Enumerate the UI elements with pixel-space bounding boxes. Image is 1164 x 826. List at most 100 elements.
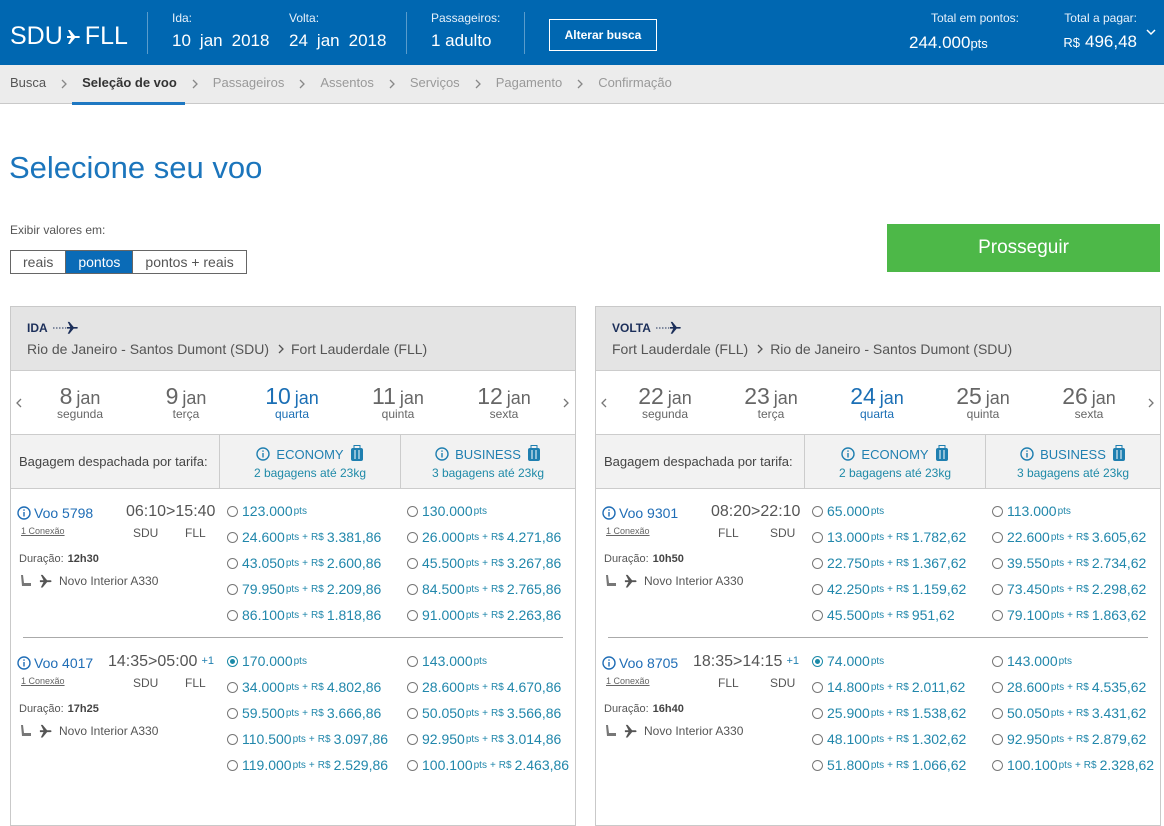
radio[interactable] — [407, 681, 418, 693]
radio[interactable] — [992, 655, 1003, 667]
fare-option[interactable]: 22.750 pts + R$ 1.367,62 — [812, 555, 966, 571]
radio[interactable] — [992, 505, 1003, 517]
radio[interactable] — [812, 505, 823, 517]
breadcrumb-step[interactable]: Busca — [10, 74, 47, 90]
radio[interactable] — [407, 759, 418, 771]
radio[interactable] — [992, 707, 1003, 719]
connections[interactable]: 1 Conexão — [606, 526, 650, 536]
fare-option[interactable]: 42.250 pts + R$ 1.159,62 — [812, 581, 966, 597]
fare-option[interactable]: 39.550 pts + R$ 2.734,62 — [992, 555, 1146, 571]
date-option[interactable]: 23 jan terça — [718, 383, 824, 421]
radio[interactable] — [812, 583, 823, 595]
fare-option[interactable]: 50.050 pts + R$ 3.566,86 — [407, 705, 561, 721]
fare-option[interactable]: 48.100 pts + R$ 1.302,62 — [812, 731, 966, 747]
radio[interactable] — [992, 759, 1003, 771]
fare-option[interactable]: 45.500 pts + R$ 3.267,86 — [407, 555, 561, 571]
date-option[interactable]: 10 jan quarta — [239, 383, 345, 421]
radio[interactable] — [407, 583, 418, 595]
radio[interactable] — [227, 707, 238, 719]
fare-option[interactable]: 143.000 pts — [992, 653, 1074, 669]
date-option[interactable]: 26 jan sexta — [1036, 383, 1142, 421]
fare-option[interactable]: 130.000 pts — [407, 503, 489, 519]
flight-number[interactable]: Voo 5798 — [17, 505, 93, 521]
fare-option[interactable]: 170.000 pts — [227, 653, 309, 669]
radio[interactable] — [992, 609, 1003, 621]
radio[interactable] — [992, 583, 1003, 595]
fare-option[interactable]: 92.950 pts + R$ 2.879,62 — [992, 731, 1146, 747]
radio[interactable] — [227, 681, 238, 693]
fare-option[interactable]: 22.600 pts + R$ 3.605,62 — [992, 529, 1146, 545]
radio[interactable] — [407, 609, 418, 621]
radio[interactable] — [227, 759, 238, 771]
connections[interactable]: 1 Conexão — [606, 676, 650, 686]
radio[interactable] — [407, 655, 418, 667]
fare-option[interactable]: 28.600 pts + R$ 4.670,86 — [407, 679, 561, 695]
radio[interactable] — [227, 531, 238, 543]
fare-option[interactable]: 26.000 pts + R$ 4.271,86 — [407, 529, 561, 545]
radio[interactable] — [227, 557, 238, 569]
fare-option[interactable]: 65.000 pts — [812, 503, 886, 519]
fare-option[interactable]: 28.600 pts + R$ 4.535,62 — [992, 679, 1146, 695]
fare-option[interactable]: 13.000 pts + R$ 1.782,62 — [812, 529, 966, 545]
change-search-button[interactable]: Alterar busca — [549, 19, 657, 51]
display-option[interactable]: pontos + reais — [132, 251, 245, 273]
date-option[interactable]: 8 jan segunda — [27, 383, 133, 421]
fare-option[interactable]: 113.000 pts — [992, 503, 1073, 519]
radio[interactable] — [812, 707, 823, 719]
flight-number[interactable]: Voo 8705 — [602, 655, 678, 671]
fare-option[interactable]: 110.500 pts + R$ 3.097,86 — [227, 731, 388, 747]
radio[interactable] — [812, 609, 823, 621]
flight-number[interactable]: Voo 4017 — [17, 655, 93, 671]
proceed-button[interactable]: Prosseguir — [887, 224, 1160, 272]
connections[interactable]: 1 Conexão — [21, 676, 65, 686]
fare-option[interactable]: 43.050 pts + R$ 2.600,86 — [227, 555, 381, 571]
fare-option[interactable]: 74.000 pts — [812, 653, 886, 669]
fare-option[interactable]: 100.100 pts + R$ 2.463,86 — [407, 757, 569, 773]
radio[interactable] — [227, 505, 238, 517]
radio[interactable] — [812, 733, 823, 745]
radio[interactable] — [812, 681, 823, 693]
flight-number[interactable]: Voo 9301 — [602, 505, 678, 521]
date-option[interactable]: 25 jan quinta — [930, 383, 1036, 421]
fare-option[interactable]: 123.000 pts — [227, 503, 309, 519]
fare-option[interactable]: 91.000 pts + R$ 2.263,86 — [407, 607, 561, 623]
fare-option[interactable]: 59.500 pts + R$ 3.666,86 — [227, 705, 381, 721]
fare-option[interactable]: 79.100 pts + R$ 1.863,62 — [992, 607, 1146, 623]
radio[interactable] — [992, 531, 1003, 543]
radio[interactable] — [992, 733, 1003, 745]
radio[interactable] — [227, 609, 238, 621]
radio[interactable] — [227, 655, 238, 667]
radio[interactable] — [812, 531, 823, 543]
radio[interactable] — [407, 707, 418, 719]
fare-option[interactable]: 73.450 pts + R$ 2.298,62 — [992, 581, 1146, 597]
date-option[interactable]: 24 jan quarta — [824, 383, 930, 421]
radio[interactable] — [407, 505, 418, 517]
fare-option[interactable]: 119.000 pts + R$ 2.529,86 — [227, 757, 388, 773]
connections[interactable]: 1 Conexão — [21, 526, 65, 536]
radio[interactable] — [227, 583, 238, 595]
radio[interactable] — [812, 759, 823, 771]
fare-option[interactable]: 79.950 pts + R$ 2.209,86 — [227, 581, 381, 597]
radio[interactable] — [227, 733, 238, 745]
fare-option[interactable]: 34.000 pts + R$ 4.802,86 — [227, 679, 381, 695]
radio[interactable] — [812, 557, 823, 569]
radio[interactable] — [407, 531, 418, 543]
fare-option[interactable]: 84.500 pts + R$ 2.765,86 — [407, 581, 561, 597]
date-option[interactable]: 11 jan quinta — [345, 383, 451, 421]
fare-option[interactable]: 45.500 pts + R$ 951,62 — [812, 607, 955, 623]
fare-option[interactable]: 24.600 pts + R$ 3.381,86 — [227, 529, 381, 545]
date-option[interactable]: 9 jan terça — [133, 383, 239, 421]
radio[interactable] — [407, 733, 418, 745]
radio[interactable] — [992, 681, 1003, 693]
fare-option[interactable]: 92.950 pts + R$ 3.014,86 — [407, 731, 561, 747]
fare-option[interactable]: 50.050 pts + R$ 3.431,62 — [992, 705, 1146, 721]
radio[interactable] — [812, 655, 823, 667]
fare-option[interactable]: 143.000 pts — [407, 653, 489, 669]
fare-option[interactable]: 51.800 pts + R$ 1.066,62 — [812, 757, 966, 773]
display-option[interactable]: reais — [23, 254, 54, 270]
fare-option[interactable]: 86.100 pts + R$ 1.818,86 — [227, 607, 381, 623]
display-option[interactable]: pontos — [65, 251, 133, 273]
date-option[interactable]: 22 jan segunda — [612, 383, 718, 421]
radio[interactable] — [407, 557, 418, 569]
fare-option[interactable]: 100.100 pts + R$ 2.328,62 — [992, 757, 1154, 773]
